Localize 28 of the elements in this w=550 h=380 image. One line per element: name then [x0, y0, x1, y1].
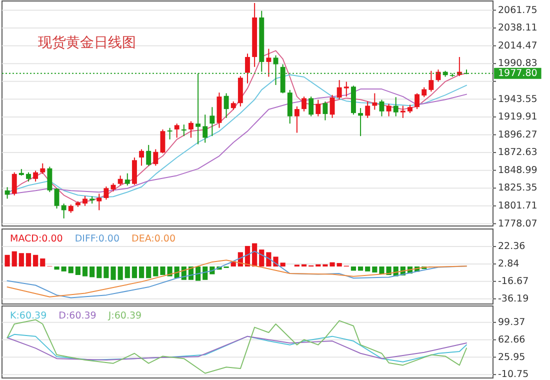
text: J:60.39 [107, 310, 142, 322]
y-tick-label: -36.19 [498, 293, 529, 304]
series-label: MACD:0.00 [10, 234, 63, 245]
series-label: K:60.39 [10, 310, 47, 322]
text: D:60.39 [58, 310, 96, 322]
y-tick-label: 1896.27 [498, 129, 538, 140]
y-tick-label: 22.36 [498, 241, 526, 252]
y-tick-label: 1990.83 [498, 58, 538, 70]
y-tick-label: -10.75 [498, 369, 529, 380]
text: DEA:0.00 [132, 234, 176, 245]
y-tick-label: 1778.07 [498, 218, 538, 230]
y-tick-label: 1801.71 [498, 200, 538, 212]
y-tick-label: 2038.11 [498, 22, 538, 34]
y-tick-label: 62.66 [498, 334, 526, 346]
y-tick-label: 99.37 [498, 316, 526, 328]
y-tick-label: 1919.91 [498, 112, 538, 123]
y-tick-label: 2014.47 [498, 40, 538, 52]
y-tick-label: 1848.99 [498, 164, 538, 176]
y-tick-label: 1872.63 [498, 147, 538, 158]
y-tick-label: 25.95 [498, 352, 526, 363]
y-tick-label: -16.67 [498, 276, 529, 287]
y-tick-label: 2061.75 [498, 4, 538, 16]
ref-line-label: 1977.80 [498, 68, 538, 79]
y-tick-label: 1943.55 [498, 94, 538, 105]
text: 现货黄金日线图 [38, 34, 136, 50]
y-tick-label: 1825.35 [498, 182, 538, 194]
text: DIFF:0.00 [74, 234, 120, 245]
y-tick-label: 2.84 [498, 258, 520, 270]
